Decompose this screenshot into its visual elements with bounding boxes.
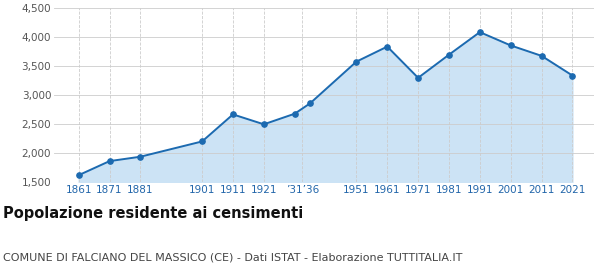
Text: COMUNE DI FALCIANO DEL MASSICO (CE) - Dati ISTAT - Elaborazione TUTTITALIA.IT: COMUNE DI FALCIANO DEL MASSICO (CE) - Da… xyxy=(3,252,463,262)
Text: Popolazione residente ai censimenti: Popolazione residente ai censimenti xyxy=(3,206,303,221)
